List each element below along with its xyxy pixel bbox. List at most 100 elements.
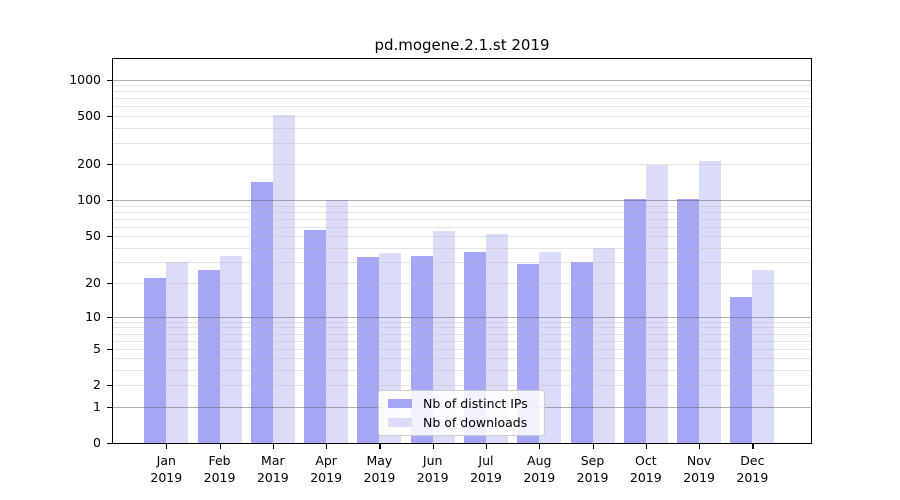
y-axis-tick — [107, 406, 112, 408]
gridline-minor — [113, 385, 811, 387]
gridline-minor — [113, 327, 811, 329]
bar-nb-of-distinct-ips-may — [357, 257, 380, 443]
legend-swatch-distinct-ips-icon — [388, 399, 412, 408]
bar-nb-of-distinct-ips-nov — [677, 198, 700, 443]
gridline-minor — [113, 91, 811, 93]
chart-title: pd.mogene.2.1.st 2019 — [374, 36, 550, 54]
x-axis-tick-label: Jul 2019 — [470, 453, 502, 485]
legend-label-distinct-ips: Nb of distinct IPs — [423, 396, 528, 411]
x-axis-tick-label: Apr 2019 — [310, 453, 343, 485]
gridline-minor — [113, 226, 811, 228]
gridline-minor — [113, 163, 811, 165]
gridline-major — [113, 316, 811, 318]
y-axis-tick — [107, 385, 112, 387]
bar-nb-of-distinct-ips-mar — [250, 181, 273, 443]
bar-nb-of-downloads-oct — [645, 164, 668, 443]
y-axis-tick-label: 10 — [85, 308, 101, 324]
gridline-minor — [113, 211, 811, 213]
gridline-major — [113, 200, 811, 202]
gridline-minor — [113, 370, 811, 372]
bar-nb-of-downloads-mar — [272, 114, 295, 443]
legend-label-downloads: Nb of downloads — [423, 415, 528, 430]
y-axis-tick-label: 1 — [93, 398, 101, 414]
y-axis-tick — [107, 316, 112, 319]
x-axis-tick-label: Mar 2019 — [256, 453, 289, 485]
x-axis-tick — [699, 444, 701, 449]
x-axis-tick — [752, 444, 754, 449]
x-axis-tick — [485, 444, 488, 449]
x-axis-tick-label: Sep 2019 — [576, 453, 609, 485]
y-axis-tick-label: 20 — [85, 274, 101, 290]
y-axis-tick-label: 50 — [85, 228, 101, 244]
legend-item-downloads: Nb of downloads — [388, 415, 535, 430]
y-axis-tick — [107, 236, 112, 238]
x-axis-tick — [166, 444, 168, 449]
legend-swatch-downloads-icon — [388, 418, 412, 427]
y-axis-tick-label: 200 — [77, 155, 101, 171]
x-axis-tick-label: May 2019 — [363, 453, 396, 485]
x-axis-tick — [326, 444, 328, 449]
gridline-minor — [113, 236, 811, 238]
gridline-minor — [113, 333, 811, 335]
y-axis-tick-label: 500 — [77, 107, 101, 123]
y-axis-tick — [107, 79, 112, 81]
gridline-minor — [113, 247, 811, 249]
y-axis-tick-label: 1000 — [69, 71, 101, 87]
gridline-minor — [113, 358, 811, 360]
y-axis-tick — [107, 200, 112, 202]
bar-nb-of-distinct-ips-apr — [304, 230, 327, 443]
x-axis-tick-label: Oct 2019 — [629, 453, 662, 485]
bar-nb-of-downloads-feb — [219, 255, 242, 443]
bar-nb-of-distinct-ips-oct — [623, 198, 646, 443]
bar-nb-of-downloads-nov — [699, 160, 722, 443]
bar-nb-of-distinct-ips-feb — [197, 269, 220, 443]
x-axis-tick — [645, 444, 647, 449]
bar-nb-of-downloads-dec — [752, 269, 775, 443]
x-axis-tick — [592, 444, 594, 449]
y-axis-tick — [107, 282, 112, 285]
y-axis-tick — [107, 115, 112, 118]
x-axis-tick-label: Dec 2019 — [736, 453, 769, 485]
gridline-minor — [113, 282, 811, 284]
bar-nb-of-downloads-jan — [166, 262, 189, 443]
bar-nb-of-distinct-ips-jan — [144, 278, 167, 443]
x-axis-tick — [272, 444, 275, 449]
y-axis-tick-label: 100 — [77, 192, 101, 208]
x-axis-tick — [539, 444, 541, 449]
legend-item-distinct-ips: Nb of distinct IPs — [388, 396, 535, 411]
x-axis-tick-label: Jan 2019 — [150, 453, 183, 485]
plot-area — [113, 59, 811, 443]
gridline-minor — [113, 127, 811, 129]
bar-nb-of-downloads-apr — [326, 199, 349, 443]
x-axis-tick-label: Nov 2019 — [683, 453, 715, 485]
gridline-minor — [113, 85, 811, 87]
x-axis-tick — [379, 444, 381, 449]
bar-nb-of-downloads-sep — [592, 247, 615, 443]
gridline-minor — [113, 218, 811, 220]
x-axis-tick-label: Jun 2019 — [416, 453, 449, 485]
x-axis-tick-label: Aug 2019 — [523, 453, 556, 485]
gridline-minor — [113, 262, 811, 264]
y-axis-tick-label: 5 — [93, 340, 101, 356]
y-axis-tick — [107, 443, 112, 445]
bar-nb-of-distinct-ips-dec — [730, 297, 753, 443]
y-axis-tick-label: 2 — [93, 377, 101, 393]
y-axis-tick-label: 0 — [93, 435, 101, 450]
y-axis-tick — [107, 348, 112, 350]
bar-nb-of-distinct-ips-sep — [570, 262, 593, 443]
gridline-minor — [113, 340, 811, 342]
gridline-minor — [113, 115, 811, 117]
gridline-minor — [113, 98, 811, 100]
gridline-minor — [113, 348, 811, 350]
x-axis-tick-label: Feb 2019 — [203, 453, 236, 485]
gridline-major — [113, 79, 811, 81]
x-axis-tick — [219, 444, 221, 449]
gridline-minor — [113, 205, 811, 207]
gridline-minor — [113, 106, 811, 108]
gridline-minor — [113, 142, 811, 144]
x-axis-tick — [432, 444, 434, 449]
legend: Nb of distinct IPs Nb of downloads — [378, 390, 545, 436]
y-axis-tick — [107, 163, 112, 166]
gridline-minor — [113, 321, 811, 323]
